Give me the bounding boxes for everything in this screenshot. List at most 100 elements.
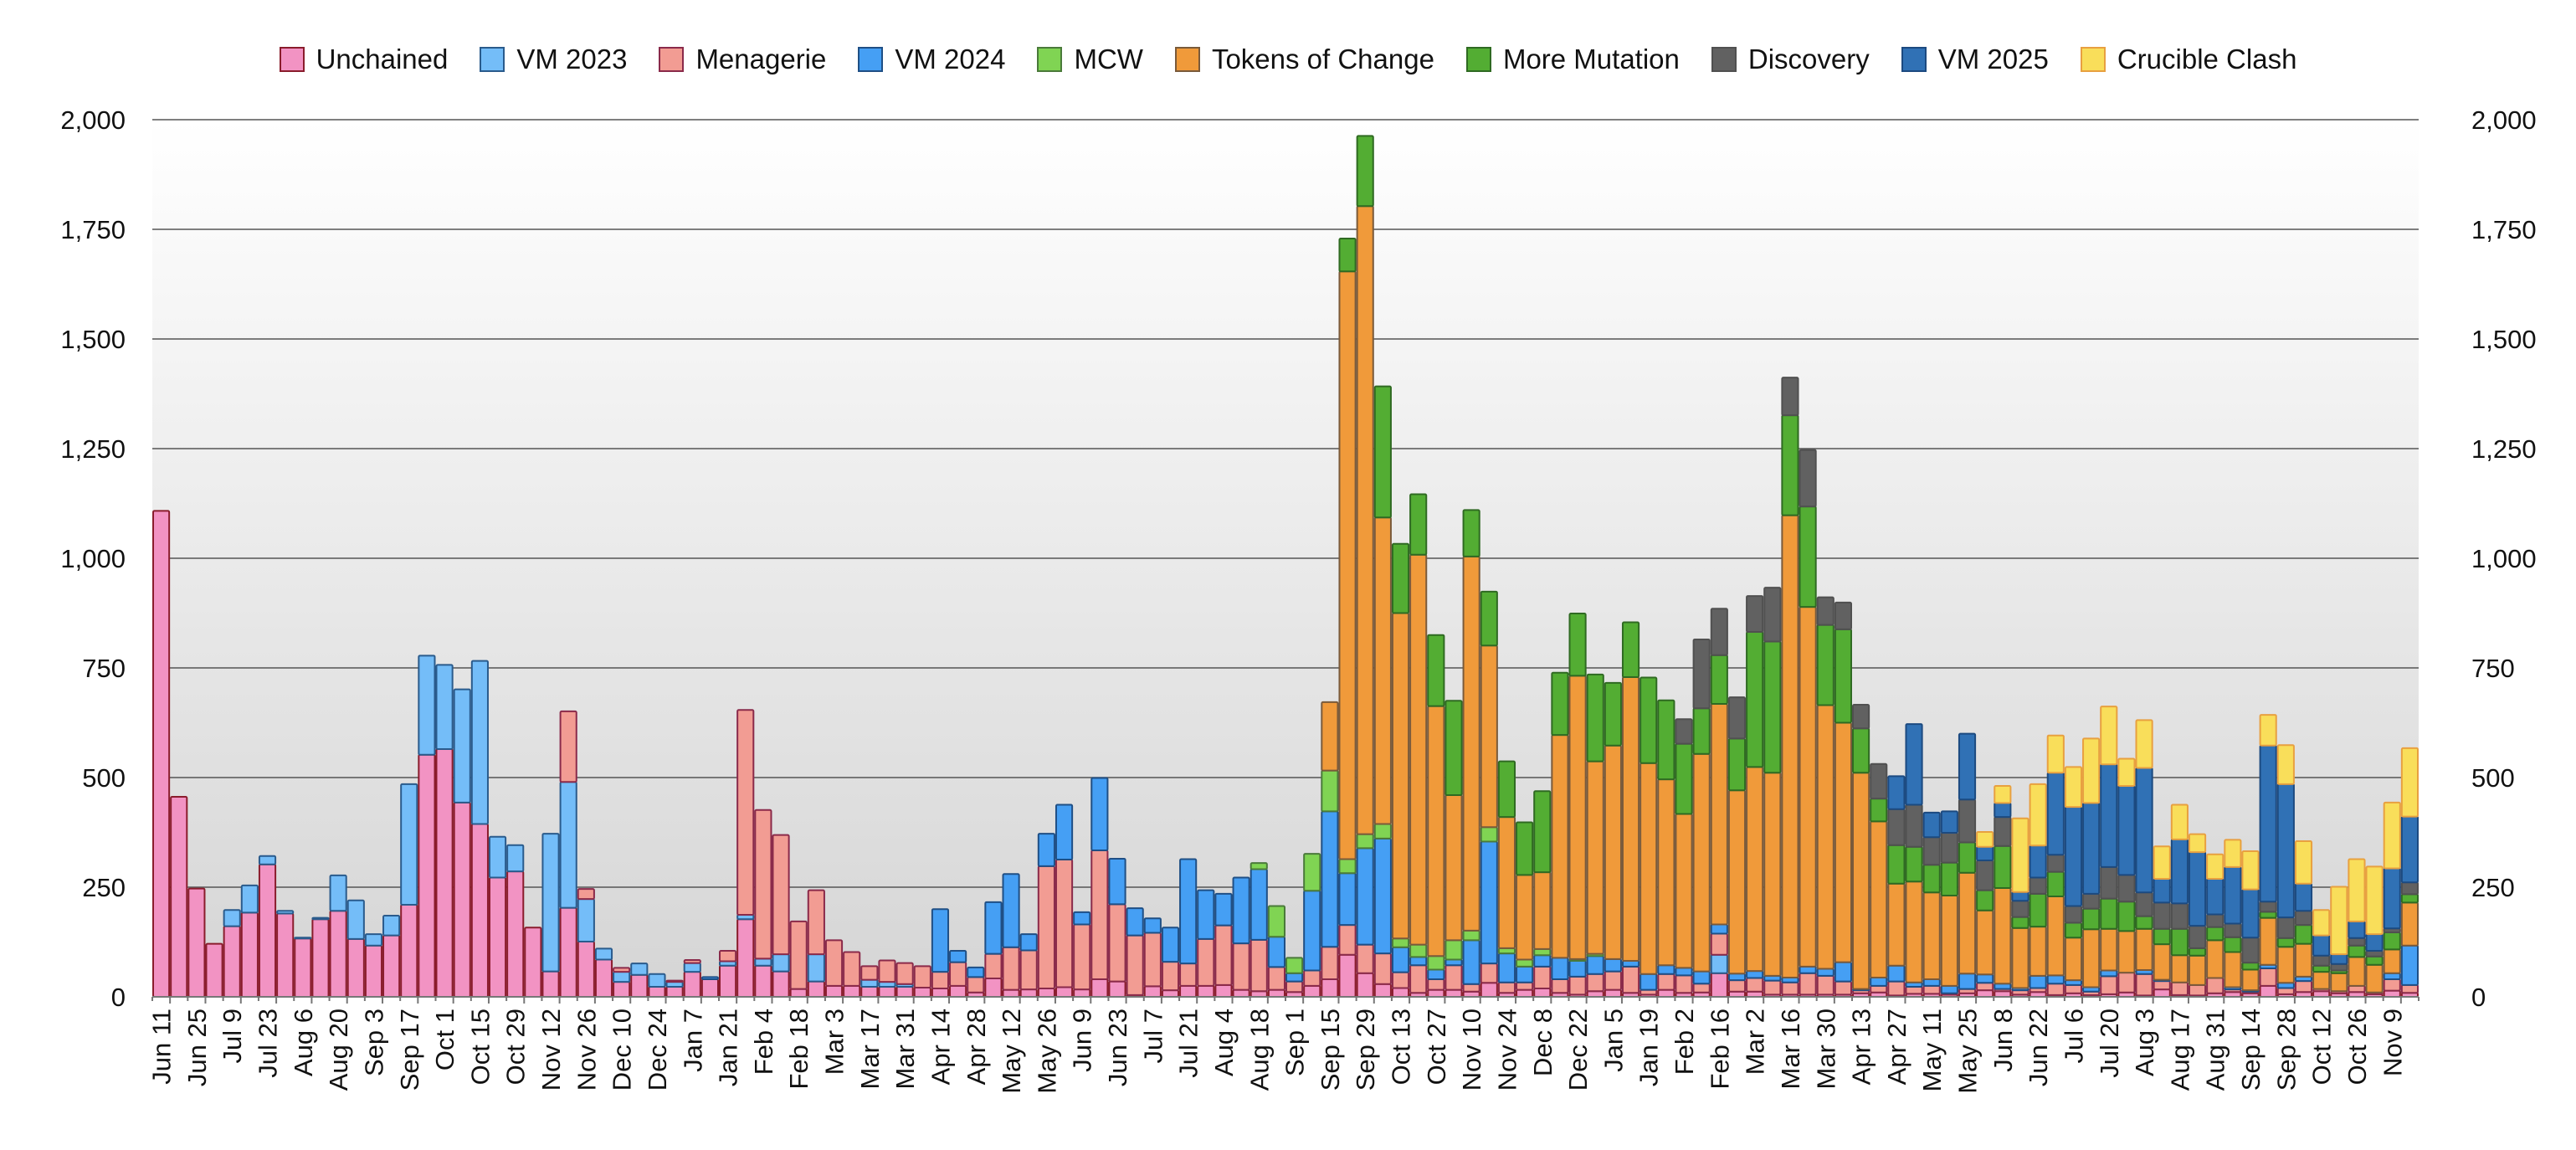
bar-segment-unchained	[1516, 988, 1534, 998]
bar-segment-vm-2024	[1922, 978, 1941, 987]
x-tick-label: Oct 1	[430, 1009, 459, 1070]
x-tick-label: Nov 12	[536, 1009, 566, 1091]
bar-segment-vm-2024	[1356, 847, 1374, 946]
bar-segment-vm-2023	[382, 915, 401, 937]
bar-segment-more-mutation	[1480, 590, 1498, 647]
bar-segment-unchained	[895, 985, 914, 998]
x-tick-label: Feb 18	[784, 1009, 813, 1090]
bar-segment-unchained	[719, 964, 737, 999]
bar-segment-unchained	[294, 937, 312, 998]
bar-segment-tokens-of-change	[2100, 927, 2118, 972]
bar-segment-unchained	[1356, 972, 1374, 998]
legend-swatch	[1465, 47, 1491, 72]
x-tick-label: Apr 28	[962, 1009, 991, 1085]
bar-segment-discovery	[1763, 587, 1782, 643]
bar-segment-menagerie	[949, 961, 967, 987]
x-tick-label: Jan 19	[1634, 1009, 1664, 1086]
bar-segment-vm-2024	[1179, 858, 1198, 965]
x-tick-label: Jul 6	[2059, 1009, 2088, 1063]
bar-segment-menagerie	[2153, 980, 2171, 991]
bar-segment-menagerie	[2117, 972, 2136, 993]
bar-segment-unchained	[223, 925, 241, 998]
bar-segment-crucible-clash	[2348, 858, 2366, 922]
bar-segment-more-mutation	[1427, 634, 1445, 707]
bar-segment-menagerie	[895, 962, 914, 985]
bar-segment-vm-2024	[2383, 972, 2401, 981]
bar-segment-menagerie	[1232, 942, 1250, 991]
bar-segment-menagerie	[1391, 971, 1410, 989]
bar-segment-unchained	[1179, 984, 1198, 999]
bar-segment-menagerie	[1533, 965, 1552, 990]
x-tick-label: Nov 26	[572, 1009, 601, 1091]
bar-segment-tokens-of-change	[2383, 948, 2401, 974]
bar-segment-vm-2024	[1427, 968, 1445, 981]
bar-segment-tokens-of-change	[2276, 946, 2295, 984]
bar-segment-tokens-of-change	[2153, 943, 2171, 981]
bar-segment-vm-2024	[1870, 976, 1888, 987]
bar-segment-menagerie	[931, 971, 950, 990]
bar-segment-unchained	[470, 823, 489, 998]
bar-segment-menagerie	[1019, 949, 1038, 991]
bar-segment-tokens-of-change	[1338, 270, 1357, 860]
bar-segment-tokens-of-change	[1462, 555, 1480, 932]
bar-segment-menagerie	[1126, 934, 1144, 996]
bar-segment-unchained	[435, 747, 454, 998]
bar-segment-tokens-of-change	[2312, 971, 2331, 990]
bar-segment-vm-2025	[2400, 815, 2419, 884]
bar-segment-vm-2024	[1940, 984, 1958, 994]
bar-segment-menagerie	[2064, 983, 2083, 994]
x-tick-label: May 11	[1917, 1009, 1947, 1091]
bar-segment-menagerie	[1746, 977, 1764, 993]
bar-segment-crucible-clash	[2259, 714, 2277, 747]
bar-segment-crucible-clash	[2224, 839, 2242, 868]
bar-segment-mcw	[1338, 858, 1357, 875]
bar-segment-menagerie	[1887, 980, 1906, 997]
bar-segment-vm-2023	[470, 660, 489, 825]
bar-segment-menagerie	[1604, 970, 1622, 991]
x-tick-label: Aug 31	[2201, 1009, 2230, 1091]
bar-segment-discovery	[2046, 854, 2065, 873]
bar-segment-mcw	[1303, 853, 1321, 892]
bar-segment-vm-2025	[1922, 811, 1941, 839]
bar-segment-unchained	[807, 980, 825, 999]
bar-segment-more-mutation	[1640, 676, 1658, 764]
bar-segment-mcw	[1373, 823, 1392, 839]
bar-segment-crucible-clash	[2046, 734, 2065, 774]
bars	[152, 135, 2419, 999]
bar-segment-more-mutation	[1445, 700, 1463, 796]
bar-segment-menagerie	[1551, 978, 1569, 994]
bar-segment-vm-2023	[1710, 953, 1728, 974]
bar-segment-tokens-of-change	[2170, 954, 2189, 983]
bar-segment-unchained	[630, 973, 649, 999]
bar-segment-unchained	[1373, 983, 1392, 998]
bar-segment-discovery	[1870, 762, 1888, 800]
bar-segment-menagerie	[1321, 946, 1339, 981]
bar-segment-vm-2023	[594, 947, 613, 961]
bar-segment-crucible-clash	[2241, 850, 2260, 891]
y-tick-label-left: 500	[82, 763, 126, 793]
bar-segment-more-mutation	[1922, 864, 1941, 894]
bar-segment-vm-2024	[1533, 954, 1552, 968]
bar-segment-tokens-of-change	[1922, 891, 1941, 981]
bar-segment-tokens-of-change	[2241, 968, 2260, 992]
bar-segment-tokens-of-change	[1852, 772, 1870, 990]
bar-segment-discovery	[1799, 449, 1817, 508]
bar-segment-vm-2025	[2276, 783, 2295, 919]
bar-segment-unchained	[488, 876, 507, 999]
x-tick-label: Jul 9	[218, 1009, 247, 1063]
bar-segment-more-mutation	[1409, 493, 1428, 556]
y-tick-label-right: 1,500	[2471, 325, 2537, 354]
bar-segment-menagerie	[2276, 987, 2295, 995]
bar-segment-vm-2025	[2348, 920, 2366, 939]
bar-segment-menagerie	[843, 951, 861, 987]
legend-swatch	[2080, 47, 2106, 72]
bar-segment-unchained	[346, 937, 365, 999]
bar-segment-more-mutation	[1657, 699, 1675, 781]
bar-segment-vm-2024	[1462, 939, 1480, 985]
bar-segment-unchained	[1427, 988, 1445, 998]
y-tick-label-right: 2,000	[2471, 105, 2537, 135]
y-tick-label-left: 1,500	[60, 325, 126, 354]
bar-segment-more-mutation	[1516, 821, 1534, 876]
bar-segment-menagerie	[1002, 946, 1020, 991]
bar-segment-tokens-of-change	[1976, 909, 1994, 976]
